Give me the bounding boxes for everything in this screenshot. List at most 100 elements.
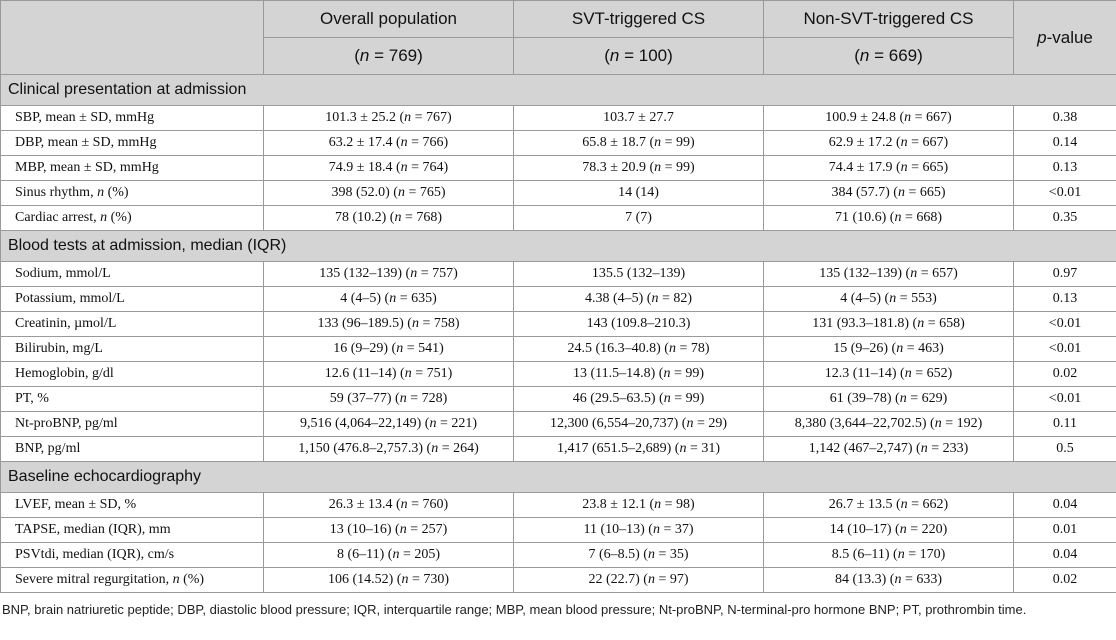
column-title: Non-SVT-triggered CS <box>763 0 1014 38</box>
data-cell: 4 (4–5) (n = 553) <box>763 286 1014 312</box>
row-label: DBP, mean ± SD, mmHg <box>0 130 264 156</box>
column-n: (n = 769) <box>263 37 514 75</box>
data-cell: 26.7 ± 13.5 (n = 662) <box>763 492 1014 518</box>
data-table: Overall population SVT-triggered CS Non-SV… <box>0 0 1116 593</box>
column-n: (n = 669) <box>763 37 1014 75</box>
data-cell: 9,516 (4,064–22,149) (n = 221) <box>263 411 514 437</box>
data-cell: <0.01 <box>1013 180 1116 206</box>
section-title: Clinical presentation at admission <box>0 74 1116 106</box>
data-cell: 7 (6–8.5) (n = 35) <box>513 542 764 568</box>
data-row: Potassium, mmol/L 4 (4–5) (n = 635) 4.38 (… <box>0 286 1116 312</box>
column-title: SVT-triggered CS <box>513 0 764 38</box>
row-label: PT, % <box>0 386 264 412</box>
data-cell: 0.04 <box>1013 542 1116 568</box>
data-cell: 59 (37–77) (n = 728) <box>263 386 514 412</box>
data-cell: 74.4 ± 17.9 (n = 665) <box>763 155 1014 181</box>
row-label: Creatinin, µmol/L <box>0 311 264 337</box>
data-cell: 12.6 (11–14) (n = 751) <box>263 361 514 387</box>
row-label: Cardiac arrest, n (%) <box>0 205 264 231</box>
column-title: p-value <box>1013 0 1116 75</box>
row-label: BNP, pg/ml <box>0 436 264 462</box>
data-cell: 0.35 <box>1013 205 1116 231</box>
data-cell: <0.01 <box>1013 336 1116 362</box>
data-cell: 4.38 (4–5) (n = 82) <box>513 286 764 312</box>
data-row: MBP, mean ± SD, mmHg 74.9 ± 18.4 (n = 764… <box>0 155 1116 181</box>
row-label: Potassium, mmol/L <box>0 286 264 312</box>
data-cell: 4 (4–5) (n = 635) <box>263 286 514 312</box>
section-title: Blood tests at admission, median (IQR) <box>0 230 1116 262</box>
data-cell: 65.8 ± 18.7 (n = 99) <box>513 130 764 156</box>
data-cell: <0.01 <box>1013 386 1116 412</box>
data-row: Sinus rhythm, n (%) 398 (52.0) (n = 765) 1… <box>0 180 1116 206</box>
data-cell: 0.01 <box>1013 517 1116 543</box>
data-row: LVEF, mean ± SD, % 26.3 ± 13.4 (n = 760) 2… <box>0 492 1116 518</box>
data-cell: 135 (132–139) (n = 657) <box>763 261 1014 287</box>
row-label: Severe mitral regurgitation, n (%) <box>0 567 264 593</box>
data-cell: 22 (22.7) (n = 97) <box>513 567 764 593</box>
data-row: Bilirubin, mg/L 16 (9–29) (n = 541) 24.5 (… <box>0 336 1116 362</box>
data-cell: 15 (9–26) (n = 463) <box>763 336 1014 362</box>
data-cell: 8,380 (3,644–22,702.5) (n = 192) <box>763 411 1014 437</box>
data-cell: 7 (7) <box>513 205 764 231</box>
data-cell: 23.8 ± 12.1 (n = 98) <box>513 492 764 518</box>
data-cell: 106 (14.52) (n = 730) <box>263 567 514 593</box>
data-cell: 0.97 <box>1013 261 1116 287</box>
data-cell: 133 (96–189.5) (n = 758) <box>263 311 514 337</box>
section-row: Baseline echocardiography <box>0 461 1116 493</box>
data-cell: 0.02 <box>1013 361 1116 387</box>
data-cell: 24.5 (16.3–40.8) (n = 78) <box>513 336 764 362</box>
data-cell: 26.3 ± 13.4 (n = 760) <box>263 492 514 518</box>
data-cell: 62.9 ± 17.2 (n = 667) <box>763 130 1014 156</box>
data-cell: 46 (29.5–63.5) (n = 99) <box>513 386 764 412</box>
data-cell: 13 (10–16) (n = 257) <box>263 517 514 543</box>
data-row: Nt-proBNP, pg/ml 9,516 (4,064–22,149) (n … <box>0 411 1116 437</box>
data-cell: 12.3 (11–14) (n = 652) <box>763 361 1014 387</box>
row-label: Sinus rhythm, n (%) <box>0 180 264 206</box>
row-label: LVEF, mean ± SD, % <box>0 492 264 518</box>
data-cell: 0.38 <box>1013 105 1116 131</box>
data-cell: 71 (10.6) (n = 668) <box>763 205 1014 231</box>
column-n: (n = 100) <box>513 37 764 75</box>
footnote: BNP, brain natriuretic peptide; DBP, dia… <box>2 602 1027 617</box>
data-cell: 384 (57.7) (n = 665) <box>763 180 1014 206</box>
data-cell: 16 (9–29) (n = 541) <box>263 336 514 362</box>
data-row: PT, % 59 (37–77) (n = 728) 46 (29.5–63.5) … <box>0 386 1116 412</box>
section-row: Blood tests at admission, median (IQR) <box>0 230 1116 262</box>
data-cell: 0.13 <box>1013 155 1116 181</box>
data-row: DBP, mean ± SD, mmHg 63.2 ± 17.4 (n = 766… <box>0 130 1116 156</box>
table-body: Overall population SVT-triggered CS Non-SV… <box>0 0 1116 593</box>
section-row: Clinical presentation at admission <box>0 74 1116 106</box>
data-row: Hemoglobin, g/dl 12.6 (11–14) (n = 751) 13… <box>0 361 1116 387</box>
data-cell: 135 (132–139) (n = 757) <box>263 261 514 287</box>
data-cell: 13 (11.5–14.8) (n = 99) <box>513 361 764 387</box>
row-label: MBP, mean ± SD, mmHg <box>0 155 264 181</box>
data-cell: 78.3 ± 20.9 (n = 99) <box>513 155 764 181</box>
data-cell: 61 (39–78) (n = 629) <box>763 386 1014 412</box>
data-cell: 8 (6–11) (n = 205) <box>263 542 514 568</box>
data-cell: 63.2 ± 17.4 (n = 766) <box>263 130 514 156</box>
row-label: Sodium, mmol/L <box>0 261 264 287</box>
data-cell: 1,417 (651.5–2,689) (n = 31) <box>513 436 764 462</box>
data-cell: 143 (109.8–210.3) <box>513 311 764 337</box>
data-cell: 398 (52.0) (n = 765) <box>263 180 514 206</box>
data-cell: 8.5 (6–11) (n = 170) <box>763 542 1014 568</box>
row-label: SBP, mean ± SD, mmHg <box>0 105 264 131</box>
data-row: BNP, pg/ml 1,150 (476.8–2,757.3) (n = 264… <box>0 436 1116 462</box>
header-cell <box>0 0 264 75</box>
data-cell: 84 (13.3) (n = 633) <box>763 567 1014 593</box>
data-cell: 131 (93.3–181.8) (n = 658) <box>763 311 1014 337</box>
data-cell: 101.3 ± 25.2 (n = 767) <box>263 105 514 131</box>
data-row: Sodium, mmol/L 135 (132–139) (n = 757) 135… <box>0 261 1116 287</box>
row-label: PSVtdi, median (IQR), cm/s <box>0 542 264 568</box>
data-cell: 14 (14) <box>513 180 764 206</box>
data-cell: 14 (10–17) (n = 220) <box>763 517 1014 543</box>
header-row: (n = 769) (n = 100) (n = 669) <box>1 37 1116 75</box>
data-cell: <0.01 <box>1013 311 1116 337</box>
data-cell: 1,142 (467–2,747) (n = 233) <box>763 436 1014 462</box>
data-cell: 0.5 <box>1013 436 1116 462</box>
column-title: Overall population <box>263 0 514 38</box>
data-cell: 1,150 (476.8–2,757.3) (n = 264) <box>263 436 514 462</box>
row-label: TAPSE, median (IQR), mm <box>0 517 264 543</box>
data-cell: 0.11 <box>1013 411 1116 437</box>
